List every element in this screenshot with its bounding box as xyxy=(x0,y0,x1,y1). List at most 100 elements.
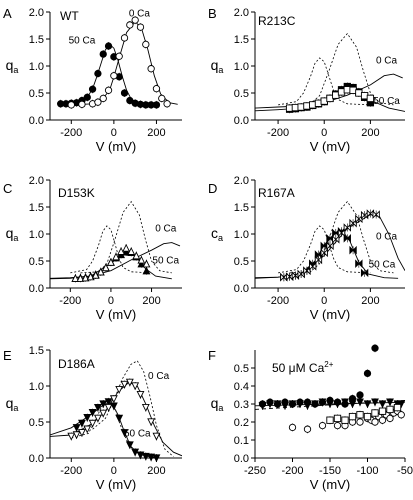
data-point xyxy=(122,243,131,252)
data-point xyxy=(141,403,150,412)
data-point xyxy=(371,398,379,407)
data-point xyxy=(326,241,334,251)
data-point xyxy=(76,274,85,282)
data-point xyxy=(378,416,387,424)
data-point xyxy=(281,402,289,411)
x-tick-label: 0 xyxy=(111,127,117,139)
data-point xyxy=(109,395,118,404)
data-point xyxy=(147,453,156,462)
data-point xyxy=(88,408,97,417)
data-point xyxy=(120,34,129,42)
data-point xyxy=(83,414,92,422)
reference-curve xyxy=(289,32,394,106)
data-point xyxy=(78,419,86,428)
data-point xyxy=(371,418,379,426)
data-point xyxy=(120,429,129,438)
x-tick-label: 200 xyxy=(361,295,379,307)
data-point xyxy=(101,263,110,272)
x-tick-label: -200 xyxy=(60,465,82,477)
data-point xyxy=(318,421,327,430)
data-point xyxy=(332,235,340,244)
data-point xyxy=(296,400,304,409)
panel-letter: B xyxy=(208,6,217,21)
y-tick-label: 0.0 xyxy=(29,115,44,127)
y-tick-label: 0.4 xyxy=(234,381,249,393)
data-point xyxy=(152,432,161,441)
data-point xyxy=(131,382,140,391)
curve-annotation: 0 Ca xyxy=(129,8,151,19)
y-tick-label: 0.3 xyxy=(234,399,249,411)
data-point xyxy=(99,94,107,103)
data-point xyxy=(266,400,274,409)
y-tick-label: 0.5 xyxy=(234,256,249,268)
y-tick-label: 1.0 xyxy=(29,61,44,73)
y-tick-label: 1.5 xyxy=(29,34,44,46)
data-point xyxy=(378,400,387,409)
data-point xyxy=(67,432,76,441)
x-tick-label: 200 xyxy=(147,127,165,139)
x-tick-label: 0 xyxy=(321,295,327,307)
y-tick-label: 0.5 xyxy=(234,88,249,100)
y-tick-label: 0.5 xyxy=(29,88,44,100)
y-tick-label: 2.0 xyxy=(29,7,44,19)
data-point xyxy=(343,234,351,243)
data-point xyxy=(288,400,297,409)
data-point xyxy=(147,65,155,73)
data-point xyxy=(112,252,120,261)
data-point xyxy=(349,245,357,255)
data-point xyxy=(333,414,342,423)
curve-annotation: 50 Ca xyxy=(69,35,96,46)
data-point xyxy=(366,209,375,218)
data-point xyxy=(110,72,118,80)
data-point xyxy=(127,247,136,255)
data-point xyxy=(99,50,107,58)
y-axis-label: qa xyxy=(211,395,224,413)
x-tick-label: 200 xyxy=(142,295,160,307)
data-point xyxy=(83,425,92,434)
data-point xyxy=(104,42,113,50)
data-point xyxy=(83,93,91,101)
data-point xyxy=(158,94,166,103)
data-point xyxy=(115,385,124,394)
data-point xyxy=(326,400,334,409)
panel-letter: F xyxy=(208,348,216,363)
fit-line xyxy=(58,43,157,106)
data-point xyxy=(120,380,129,389)
data-point xyxy=(355,259,363,268)
y-tick-label: 0.0 xyxy=(29,453,44,465)
data-point xyxy=(93,403,102,412)
data-point xyxy=(366,94,375,103)
data-point xyxy=(258,402,267,411)
data-point xyxy=(363,369,372,378)
curve-annotation: 0 Ca xyxy=(376,55,398,66)
data-point xyxy=(288,423,297,432)
data-point xyxy=(67,101,75,109)
x-axis-label: V (mV) xyxy=(310,307,350,322)
panel-letter: A xyxy=(3,6,12,21)
y-tick-label: 0.5 xyxy=(29,256,44,268)
x-tick-label: -200 xyxy=(281,465,303,477)
curve-annotation: 50 Ca xyxy=(373,96,400,107)
data-point xyxy=(303,425,312,433)
data-point xyxy=(360,268,369,278)
data-point xyxy=(136,390,145,399)
data-point xyxy=(273,400,282,409)
data-point xyxy=(309,262,317,271)
data-point xyxy=(311,400,319,409)
data-point xyxy=(142,40,150,49)
data-point xyxy=(94,69,102,78)
x-tick-label: 200 xyxy=(147,465,165,477)
reference-curve xyxy=(278,225,371,274)
data-point xyxy=(372,210,380,219)
data-point xyxy=(78,429,86,438)
data-point xyxy=(115,52,123,60)
reference-curve xyxy=(278,57,371,106)
panel-title: D153K xyxy=(58,186,95,200)
panel-letter: E xyxy=(3,348,12,363)
data-point xyxy=(99,409,108,418)
x-axis-label: V (mV) xyxy=(96,139,136,154)
data-point xyxy=(94,98,102,106)
data-point xyxy=(72,431,81,440)
data-point xyxy=(152,101,161,109)
y-tick-label: 1.0 xyxy=(234,61,249,73)
